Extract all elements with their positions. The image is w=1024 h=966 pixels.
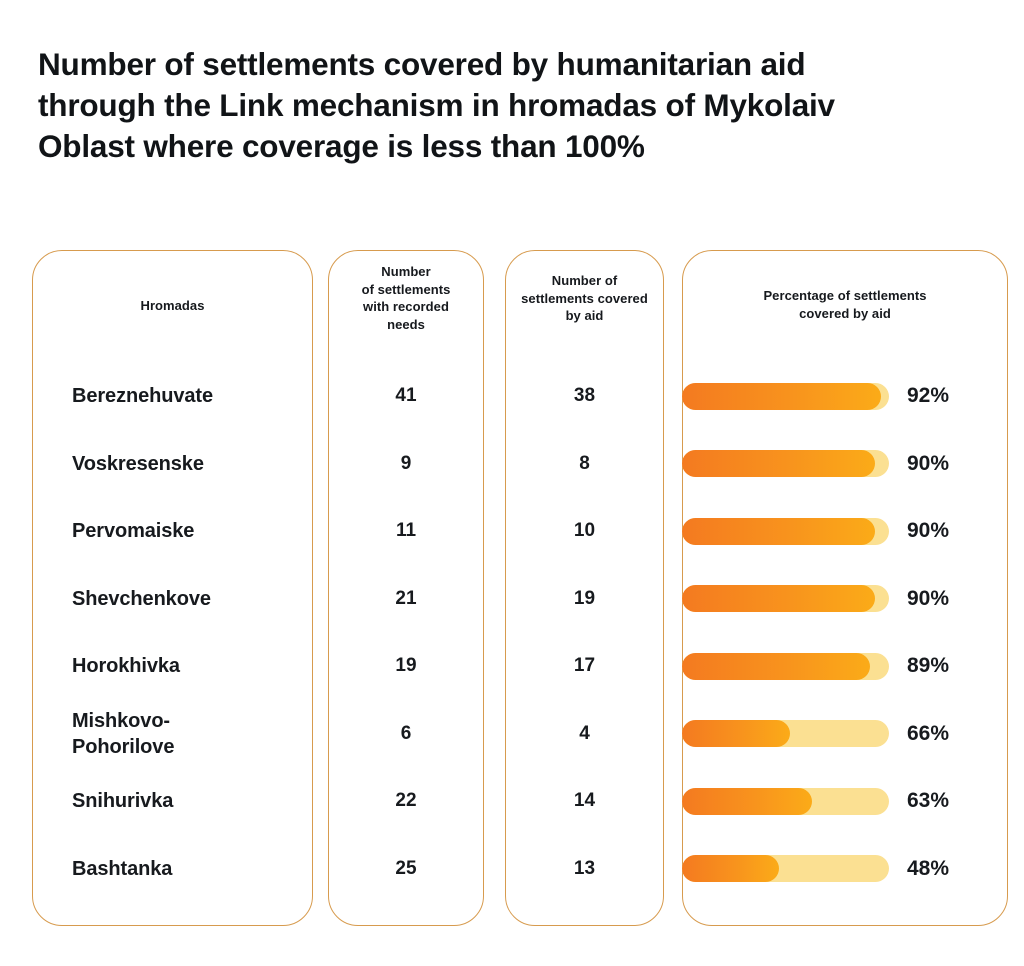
column-header-recorded-needs: Number of settlements with recorded need… [329,263,483,333]
column-card-recorded-needs: Number of settlements with recorded need… [328,250,484,926]
column-card-hromadas: Hromadas [32,250,313,926]
page-title-line-1: Number of settlements covered by humanit… [38,46,806,82]
page-title: Number of settlements covered by humanit… [38,44,988,167]
column-header-percentage-text: Percentage of settlements covered by aid [763,288,927,321]
column-header-percentage: Percentage of settlements covered by aid [683,287,1007,322]
page-title-line-3: Oblast where coverage is less than 100% [38,128,645,164]
table-columns: Hromadas Number of settlements with reco… [32,250,1010,926]
page-title-line-2: through the Link mechanism in hromadas o… [38,87,835,123]
column-header-hromadas: Hromadas [140,298,205,313]
column-header-covered-by-aid-text: Number of settlements covered by aid [521,273,648,323]
column-header-covered-by-aid: Number of settlements covered by aid [506,272,663,325]
column-card-percentage: Percentage of settlements covered by aid [682,250,1008,926]
column-card-covered-by-aid: Number of settlements covered by aid [505,250,664,926]
column-header-recorded-needs-text: Number of settlements with recorded need… [361,264,451,332]
